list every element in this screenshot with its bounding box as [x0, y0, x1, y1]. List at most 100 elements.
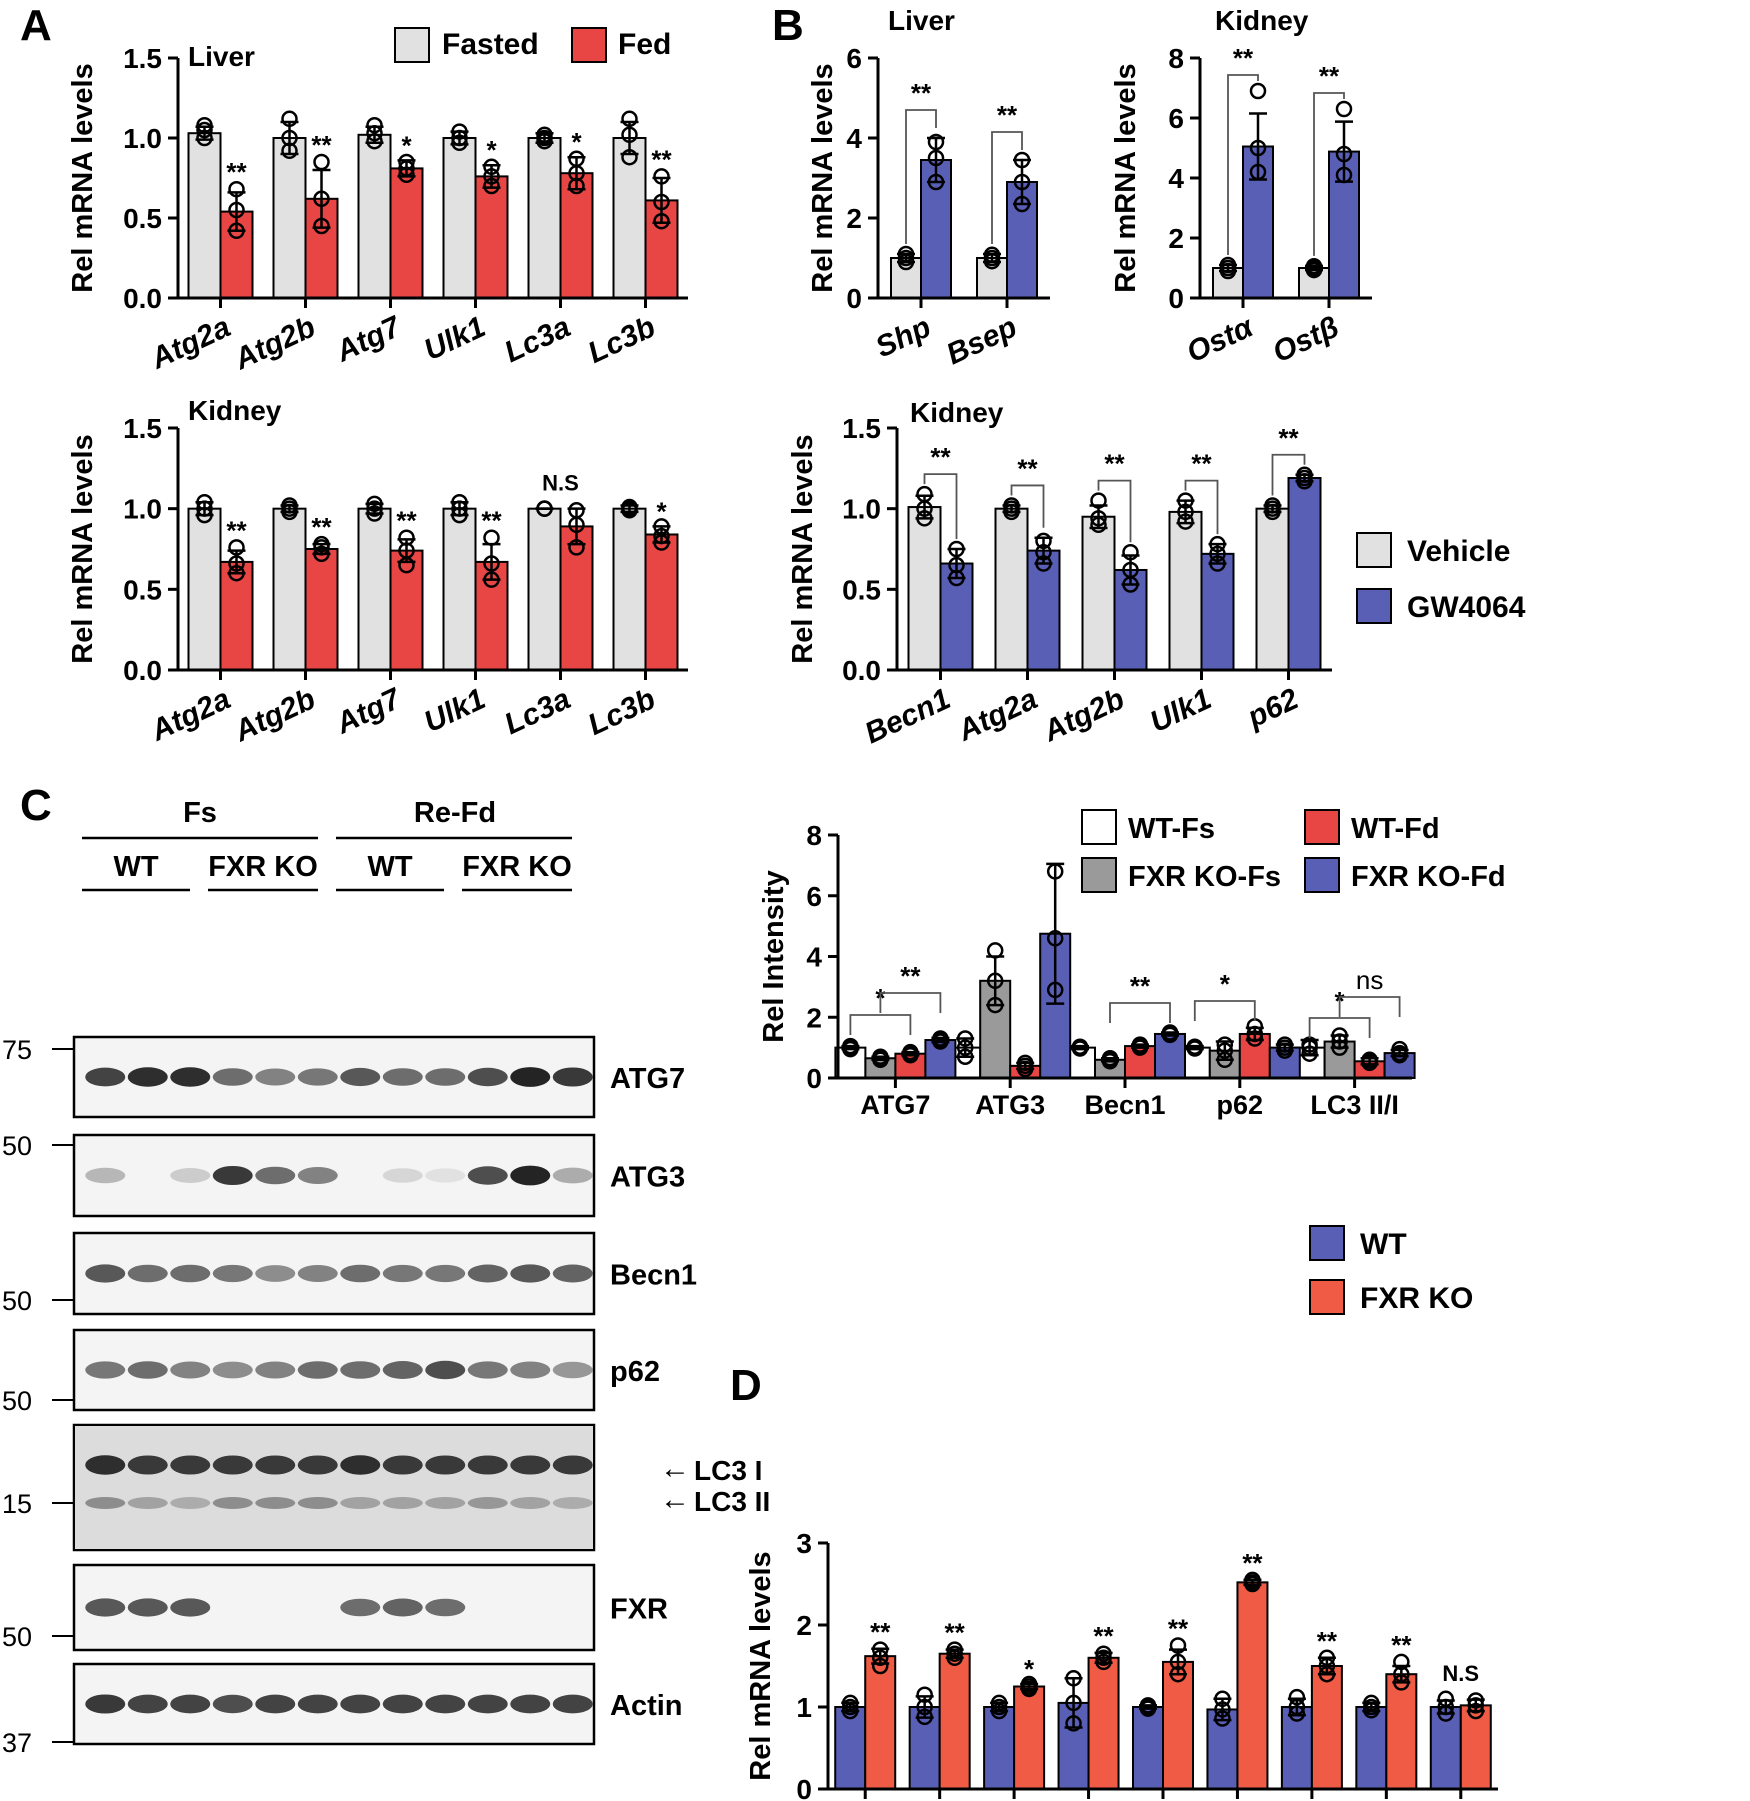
- significance-label: **: [396, 506, 417, 536]
- y-tick-label: 1: [796, 1692, 812, 1723]
- blot-label: Actin: [610, 1690, 683, 1722]
- significance-label: *: [1220, 969, 1231, 999]
- data-point: [916, 485, 933, 503]
- data-point: [1161, 1024, 1179, 1041]
- y-tick-label: 1.5: [842, 413, 881, 444]
- significance-bracket: [923, 473, 958, 539]
- bar-Vehicle-Atg2a: [994, 507, 1029, 671]
- y-tick-label: 2: [1168, 223, 1184, 254]
- significance-label: **: [1242, 1548, 1263, 1578]
- band: [212, 1497, 253, 1509]
- data-point: [1216, 1042, 1234, 1059]
- data-point: [990, 1694, 1008, 1712]
- band: [212, 1264, 253, 1283]
- band: [340, 1361, 381, 1379]
- x-tick-label: Lc3b: [583, 682, 660, 742]
- data-point: [568, 502, 585, 519]
- bar-Vehicle-Atg2b: [1081, 515, 1116, 671]
- blot-label: FXR: [610, 1594, 668, 1626]
- bar-Fasted-Atg2b: [272, 137, 307, 299]
- y-tick-label: 4: [846, 123, 862, 154]
- legend-label: WT-Fd: [1351, 813, 1440, 845]
- bar-WT-Atg2b: [1132, 1706, 1164, 1790]
- data-point: [1169, 1665, 1187, 1683]
- significance-bracket: [849, 1014, 912, 1035]
- y-tick-label: 6: [846, 43, 862, 74]
- significance-bracket: [1193, 1000, 1256, 1021]
- bar-WT-p62: [1429, 1706, 1462, 1790]
- band: [552, 1167, 593, 1184]
- y-tick-label: 0.0: [123, 655, 162, 686]
- significance-label: **: [1168, 1614, 1189, 1644]
- data-point: [1219, 256, 1237, 274]
- data-point: [313, 535, 330, 553]
- data-point: [483, 177, 500, 195]
- y-axis-label: Rel mRNA levels: [807, 63, 839, 292]
- blot-label: ATG3: [610, 1162, 685, 1194]
- band: [467, 1166, 508, 1185]
- data-point: [872, 1048, 889, 1065]
- band: [340, 1497, 381, 1509]
- band: [297, 1455, 338, 1475]
- data-point: [483, 168, 500, 185]
- significance-label: **: [997, 100, 1018, 130]
- data-point: [568, 539, 585, 556]
- band: [297, 1167, 338, 1184]
- data-point: [1209, 555, 1226, 572]
- legend-label: FXR KO-Fs: [1128, 861, 1281, 893]
- data-point: [1139, 1697, 1157, 1714]
- y-tick-label: 6: [806, 881, 822, 912]
- significance-label: **: [1017, 453, 1038, 483]
- legend-label: Vehicle: [1407, 535, 1510, 568]
- significance-bracket: [1227, 74, 1259, 255]
- mw-marker: 15: [2, 1489, 32, 1519]
- legend-label: WT: [1360, 1228, 1407, 1261]
- band: [85, 1264, 126, 1283]
- arrow-icon: ←: [660, 1452, 690, 1485]
- bar-WT-Lc3a: [908, 1706, 941, 1790]
- x-tick-label: Becn1: [1084, 1090, 1165, 1120]
- data-point: [1003, 497, 1020, 514]
- band: [212, 1068, 253, 1086]
- mw-marker: 50: [2, 1131, 32, 1161]
- significance-label: **: [481, 506, 502, 536]
- data-point: [196, 500, 213, 517]
- band: [340, 1264, 381, 1283]
- data-point: [1393, 1653, 1410, 1671]
- x-tick-label: Ostα: [1182, 310, 1259, 369]
- data-point: [1101, 1050, 1119, 1067]
- data-point: [1214, 1701, 1231, 1718]
- legend-swatch: [1356, 532, 1392, 568]
- data-point: [916, 1708, 933, 1726]
- data-point: [366, 505, 383, 522]
- bar-Fed-Atg2a: [219, 560, 254, 672]
- significance-bracket: [1308, 1017, 1371, 1038]
- legend-swatch: [394, 27, 430, 63]
- bar-Fasted-Atg7: [357, 507, 392, 671]
- significance-bracket: [879, 992, 942, 1013]
- blot-Actin: [72, 1662, 596, 1746]
- data-point: [451, 493, 468, 511]
- band: [85, 1361, 126, 1379]
- chart-title: Kidney: [1215, 5, 1309, 36]
- band: [382, 1598, 423, 1617]
- data-point: [932, 1030, 949, 1047]
- data-point: [228, 555, 245, 572]
- bar-Fed-Atg7: [389, 167, 424, 299]
- legend-label: FXR KO-Fd: [1351, 861, 1506, 893]
- x-tick-label: Atg2a: [952, 682, 1042, 748]
- y-tick-label: 6: [1168, 103, 1184, 134]
- data-point: [871, 1649, 889, 1667]
- chart-title: Liver: [888, 5, 955, 36]
- data-point: [621, 498, 638, 516]
- band: [510, 1455, 551, 1475]
- bar-GW4064-p62: [1287, 477, 1322, 671]
- y-tick-label: 4: [1168, 163, 1184, 194]
- band: [425, 1497, 466, 1509]
- data-point: [1035, 555, 1052, 572]
- data-point: [398, 529, 415, 546]
- data-point: [1288, 1705, 1306, 1722]
- data-point: [1169, 1637, 1187, 1654]
- band: [510, 1361, 551, 1379]
- panel-letter-A: A: [20, 1, 52, 50]
